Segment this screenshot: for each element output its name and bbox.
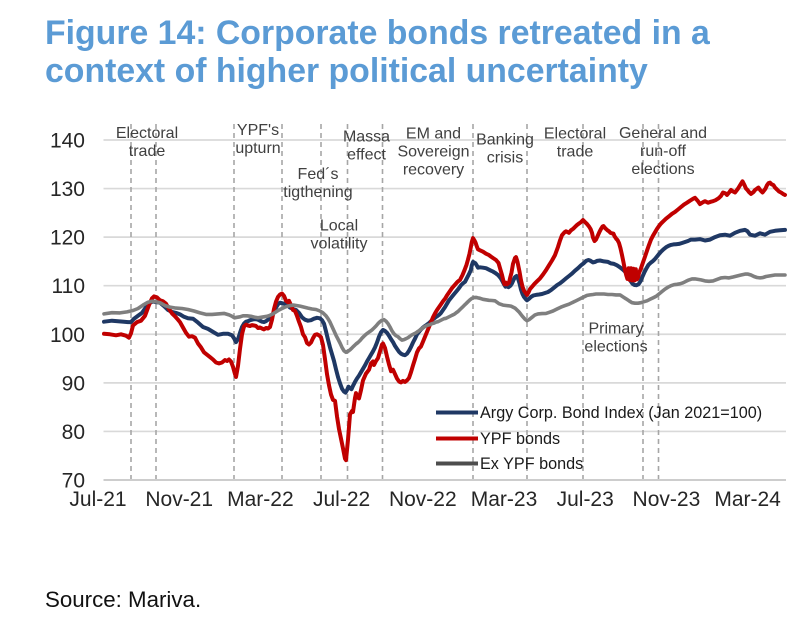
svg-text:Nov-21: Nov-21 <box>145 488 213 511</box>
svg-text:Local: Local <box>320 218 358 235</box>
svg-text:Mar-24: Mar-24 <box>714 488 781 511</box>
svg-text:General and: General and <box>619 125 707 142</box>
svg-text:Argy Corp. Bond Index (Jan 202: Argy Corp. Bond Index (Jan 2021=100) <box>480 404 762 422</box>
svg-text:trade: trade <box>129 143 166 160</box>
svg-text:Electoral: Electoral <box>116 125 178 142</box>
svg-text:trade: trade <box>557 144 594 161</box>
svg-text:run-off: run-off <box>640 143 687 160</box>
svg-text:70: 70 <box>62 470 85 493</box>
svg-text:Fed´s: Fed´s <box>298 166 339 183</box>
svg-text:elections: elections <box>584 339 647 356</box>
svg-text:elections: elections <box>631 161 694 178</box>
svg-text:Mar-23: Mar-23 <box>471 488 538 511</box>
svg-text:110: 110 <box>52 275 85 298</box>
svg-text:YPF bonds: YPF bonds <box>480 430 560 448</box>
svg-text:upturn: upturn <box>235 140 280 157</box>
svg-text:Mar-22: Mar-22 <box>227 488 294 511</box>
svg-text:effect: effect <box>347 147 386 164</box>
svg-text:Jul-21: Jul-21 <box>69 488 126 511</box>
svg-text:tigthening: tigthening <box>283 184 352 201</box>
svg-text:Jul-22: Jul-22 <box>313 488 370 511</box>
svg-text:Sovereign: Sovereign <box>397 144 469 161</box>
svg-text:YPF's: YPF's <box>237 122 279 139</box>
svg-text:Jul-23: Jul-23 <box>557 488 614 511</box>
svg-text:Nov-23: Nov-23 <box>633 488 701 511</box>
svg-text:130: 130 <box>50 178 85 201</box>
svg-text:80: 80 <box>62 421 85 444</box>
svg-text:Massa: Massa <box>343 129 390 146</box>
svg-text:120: 120 <box>50 227 85 250</box>
svg-text:90: 90 <box>62 372 85 395</box>
svg-text:Banking: Banking <box>476 132 534 149</box>
svg-text:crisis: crisis <box>487 150 523 167</box>
svg-text:EM and: EM and <box>406 126 461 143</box>
svg-text:Primary: Primary <box>588 321 643 338</box>
svg-text:140: 140 <box>50 130 85 153</box>
svg-text:Electoral: Electoral <box>544 126 606 143</box>
svg-text:100: 100 <box>50 324 85 347</box>
svg-text:Ex YPF bonds: Ex YPF bonds <box>480 455 583 473</box>
svg-text:volatility: volatility <box>311 236 368 253</box>
svg-text:Nov-22: Nov-22 <box>389 488 457 511</box>
svg-text:recovery: recovery <box>403 162 464 179</box>
